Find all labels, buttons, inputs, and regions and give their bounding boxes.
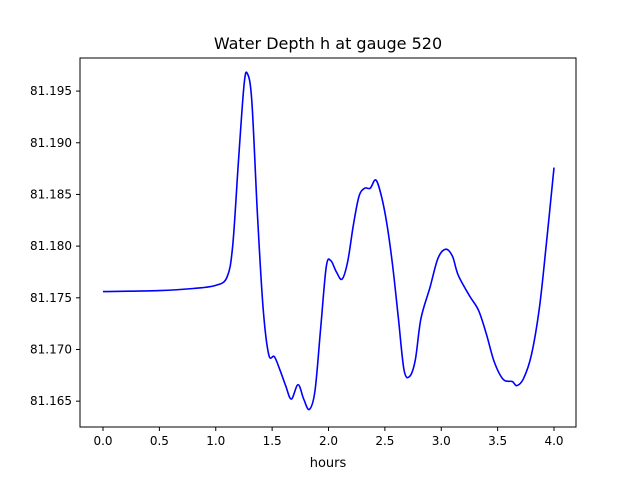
y-tick-label: 81.185 bbox=[30, 187, 72, 201]
x-tick-label: 2.5 bbox=[375, 434, 394, 448]
y-tick-label: 81.175 bbox=[30, 291, 72, 305]
x-tick-label: 4.0 bbox=[544, 434, 563, 448]
x-tick-label: 0.0 bbox=[93, 434, 112, 448]
x-tick-label: 3.5 bbox=[488, 434, 507, 448]
axes-frame bbox=[79, 57, 577, 428]
series-line-h bbox=[102, 71, 555, 411]
x-tick-label: 1.0 bbox=[206, 434, 225, 448]
y-tick-label: 81.195 bbox=[30, 84, 72, 98]
y-tick-label: 81.165 bbox=[30, 394, 72, 408]
chart-title: Water Depth h at gauge 520 bbox=[214, 34, 442, 53]
x-tick-label: 3.0 bbox=[432, 434, 451, 448]
y-tick-label: 81.170 bbox=[30, 342, 72, 356]
x-axis-label: hours bbox=[310, 456, 347, 471]
x-tick-label: 0.5 bbox=[150, 434, 169, 448]
x-tick-label: 1.5 bbox=[263, 434, 282, 448]
x-tick-label: 2.0 bbox=[319, 434, 338, 448]
y-tick-label: 81.190 bbox=[30, 136, 72, 150]
y-tick-label: 81.180 bbox=[30, 239, 72, 253]
